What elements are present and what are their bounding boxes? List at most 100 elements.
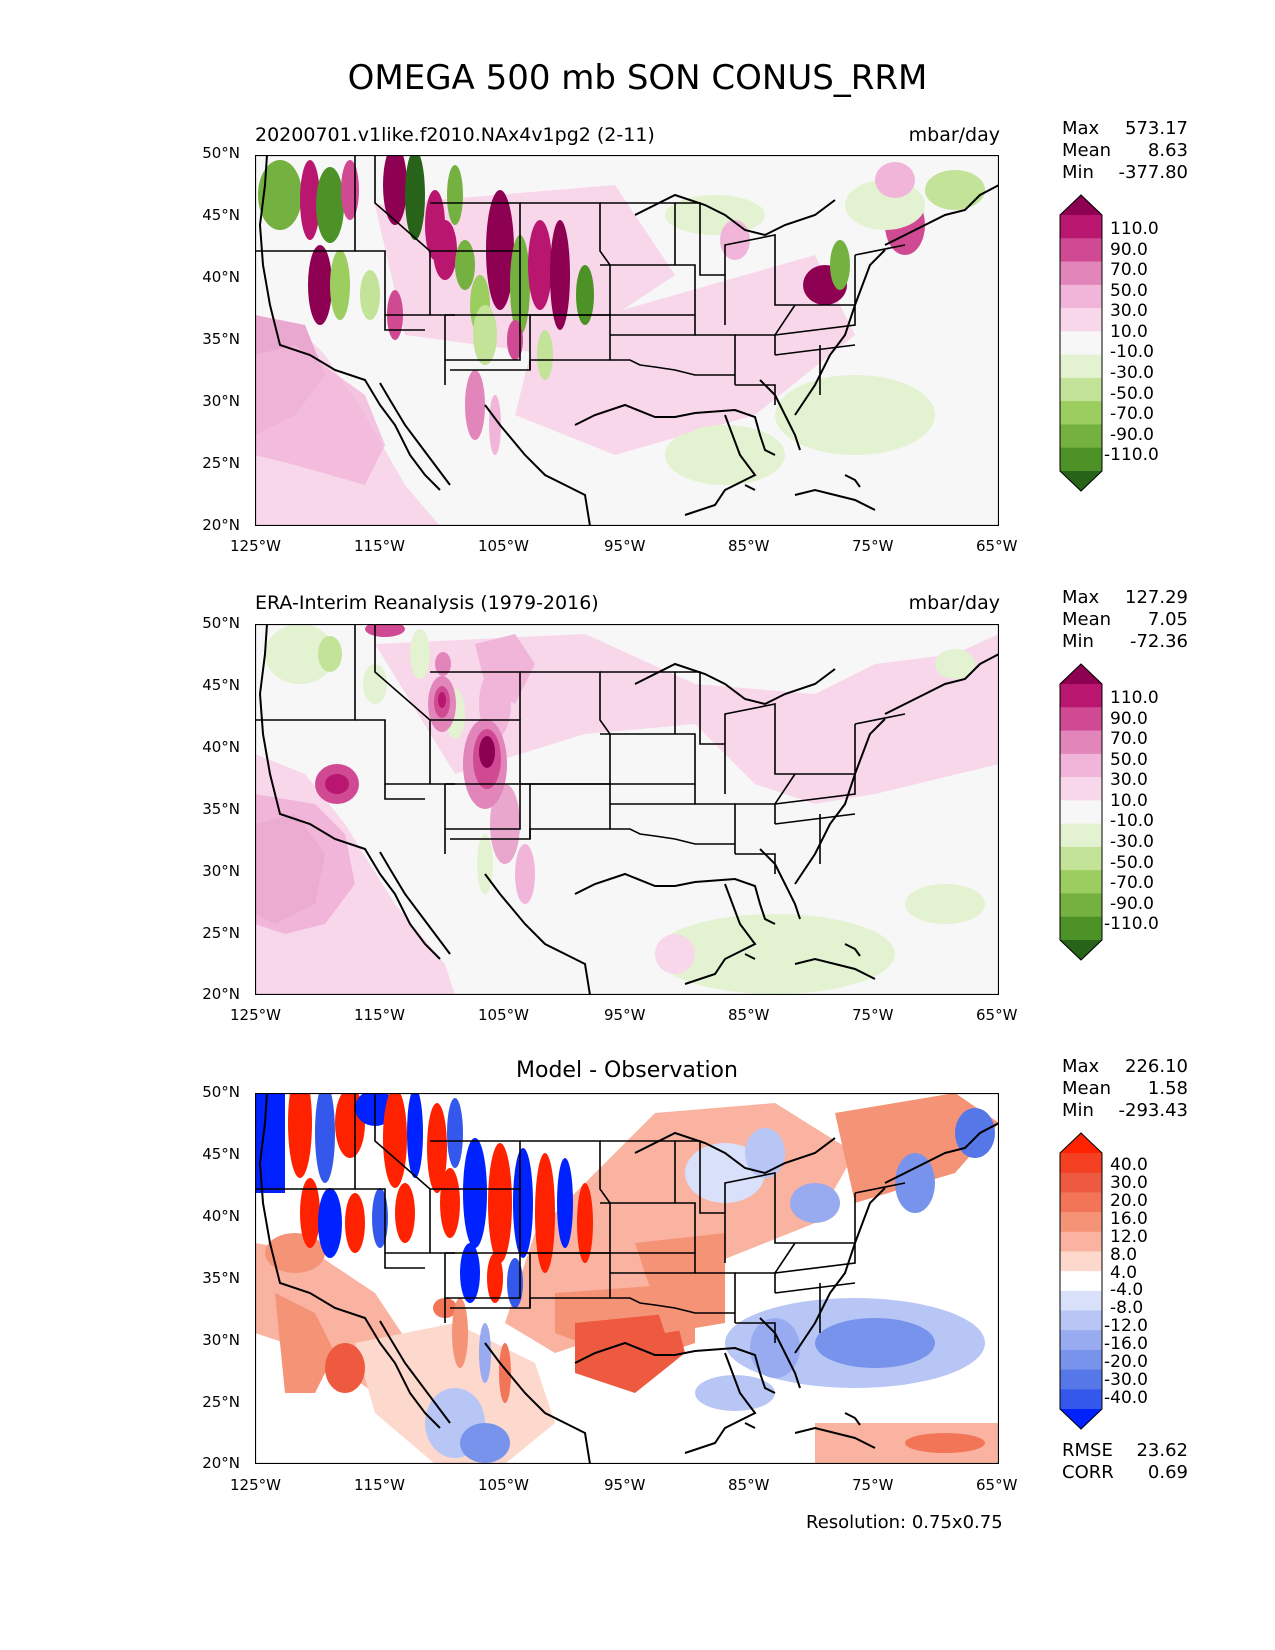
- panel2-colorbar: [1059, 663, 1103, 961]
- panel1-ytick: 25°N: [202, 454, 240, 472]
- panel3-cb-label: -16.0: [1104, 1334, 1148, 1354]
- panel2-cb-label: 30.0: [1110, 770, 1148, 790]
- panel2-coastlines: [258, 624, 999, 995]
- panel1-cb-label: -10.0: [1110, 342, 1154, 362]
- colorbar-extension-max: [1060, 664, 1102, 684]
- colorbar-bin: [1060, 684, 1102, 708]
- panel3-rmse: RMSE 23.62: [1062, 1440, 1188, 1461]
- panel2-stat-max: Max 127.29: [1062, 587, 1188, 608]
- panel1-map: [255, 155, 999, 526]
- panel1-xtick: 75°W: [852, 537, 894, 555]
- panel2-title: ERA-Interim Reanalysis (1979-2016): [255, 592, 599, 614]
- colorbar-extension-max: [1060, 195, 1102, 215]
- panel3-stat-min: Min -293.43: [1062, 1100, 1188, 1121]
- panel1-cb-label: -110.0: [1104, 445, 1159, 465]
- panel2-field: [255, 624, 999, 995]
- panel2-cb-label: 10.0: [1110, 791, 1148, 811]
- colorbar-bin: [1060, 800, 1102, 825]
- panel2-xtick: 115°W: [354, 1006, 405, 1024]
- panel2-units: mbar/day: [908, 592, 1000, 614]
- panel3-ytick: 30°N: [202, 1331, 240, 1349]
- panel1-cb-label: 70.0: [1110, 260, 1148, 280]
- colorbar-bin: [1060, 354, 1102, 379]
- panel3-map: [255, 1093, 999, 1464]
- panel1-cb-label: -30.0: [1110, 363, 1154, 383]
- panel3-cb-label: -4.0: [1110, 1280, 1144, 1300]
- panel1-xtick: 65°W: [976, 537, 1018, 555]
- colorbar-bin: [1060, 1369, 1102, 1390]
- panel1-stat-max: Max 573.17: [1062, 118, 1188, 139]
- panel1-cb-label: 90.0: [1110, 240, 1148, 260]
- panel1-colorbar: [1059, 194, 1103, 492]
- panel1-ytick: 20°N: [202, 516, 240, 534]
- panel2-ytick: 40°N: [202, 738, 240, 756]
- colorbar-extension-min: [1060, 1409, 1102, 1429]
- panel3-ytick: 35°N: [202, 1269, 240, 1287]
- panel2-xtick: 65°W: [976, 1006, 1018, 1024]
- panel3-cb-label: -12.0: [1104, 1316, 1148, 1336]
- colorbar-bin: [1060, 753, 1102, 778]
- colorbar-bin: [1060, 730, 1102, 755]
- colorbar-extension-max: [1060, 1133, 1102, 1153]
- panel2-ytick: 45°N: [202, 676, 240, 694]
- panel2-cb-label: -70.0: [1110, 873, 1154, 893]
- panel3-xtick: 105°W: [478, 1476, 529, 1494]
- colorbar-bin: [1060, 1251, 1102, 1272]
- colorbar-bin: [1060, 1349, 1102, 1371]
- panel2-cb-label: -50.0: [1110, 853, 1154, 873]
- panel3-cb-label: 16.0: [1110, 1209, 1148, 1229]
- panel1-cb-label: 110.0: [1110, 219, 1159, 239]
- colorbar-bin: [1060, 377, 1102, 402]
- colorbar-bin: [1060, 916, 1102, 941]
- colorbar-bin: [1060, 1153, 1102, 1174]
- panel2-ytick: 35°N: [202, 800, 240, 818]
- panel3-xtick: 85°W: [728, 1476, 770, 1494]
- panel1-xtick: 95°W: [604, 537, 646, 555]
- colorbar-bin: [1060, 893, 1102, 918]
- panel1-stat-min: Min -377.80: [1062, 162, 1188, 183]
- panel3-xtick: 65°W: [976, 1476, 1018, 1494]
- panel1-units: mbar/day: [908, 124, 1000, 146]
- colorbar-bin: [1060, 707, 1102, 732]
- panel3-cb-label: 40.0: [1110, 1155, 1148, 1175]
- panel2-cb-label: 90.0: [1110, 709, 1148, 729]
- panel2-cb-label: -110.0: [1104, 914, 1159, 934]
- panel3-xtick: 115°W: [354, 1476, 405, 1494]
- panel3-cb-label: -8.0: [1110, 1298, 1144, 1318]
- panel2-cb-label: 50.0: [1110, 750, 1148, 770]
- panel1-state-borders: [255, 155, 906, 405]
- panel1-ytick: 40°N: [202, 268, 240, 286]
- panel3-colorbar-bins: [1060, 1133, 1102, 1429]
- panel1-cb-label: -50.0: [1110, 384, 1154, 404]
- panel3-state-borders: [255, 1093, 906, 1343]
- colorbar-bin: [1060, 1389, 1102, 1410]
- colorbar-bin: [1060, 1290, 1102, 1312]
- panel2-ytick: 30°N: [202, 862, 240, 880]
- panel2-cb-label: 110.0: [1110, 688, 1159, 708]
- panel3-xtick: 95°W: [604, 1476, 646, 1494]
- colorbar-bin: [1060, 823, 1102, 848]
- panel2-stat-mean: Mean 7.05: [1062, 609, 1188, 630]
- panel3-ytick: 40°N: [202, 1207, 240, 1225]
- panel2-xtick: 75°W: [852, 1006, 894, 1024]
- panel1-xtick: 105°W: [478, 537, 529, 555]
- panel1-xtick: 85°W: [728, 537, 770, 555]
- colorbar-bin: [1060, 1172, 1102, 1193]
- colorbar-bin: [1060, 331, 1102, 356]
- panel2-xtick: 95°W: [604, 1006, 646, 1024]
- colorbar-bin: [1060, 1271, 1102, 1292]
- panel3-ytick: 45°N: [202, 1145, 240, 1163]
- panel1-cb-label: -70.0: [1110, 404, 1154, 424]
- resolution-label: Resolution: 0.75x0.75: [806, 1512, 1003, 1533]
- colorbar-bin: [1060, 1231, 1102, 1252]
- panel3-xtick: 125°W: [230, 1476, 281, 1494]
- colorbar-bin: [1060, 401, 1102, 425]
- colorbar-bin: [1060, 1212, 1102, 1233]
- colorbar-bin: [1060, 1310, 1102, 1331]
- panel3-cb-label: 20.0: [1110, 1191, 1148, 1211]
- panel2-map: [255, 624, 999, 995]
- panel3-xtick: 75°W: [852, 1476, 894, 1494]
- panel3-ytick: 25°N: [202, 1393, 240, 1411]
- panel1-ytick: 45°N: [202, 206, 240, 224]
- panel1-title: 20200701.v1like.f2010.NAx4v1pg2 (2-11): [255, 124, 655, 146]
